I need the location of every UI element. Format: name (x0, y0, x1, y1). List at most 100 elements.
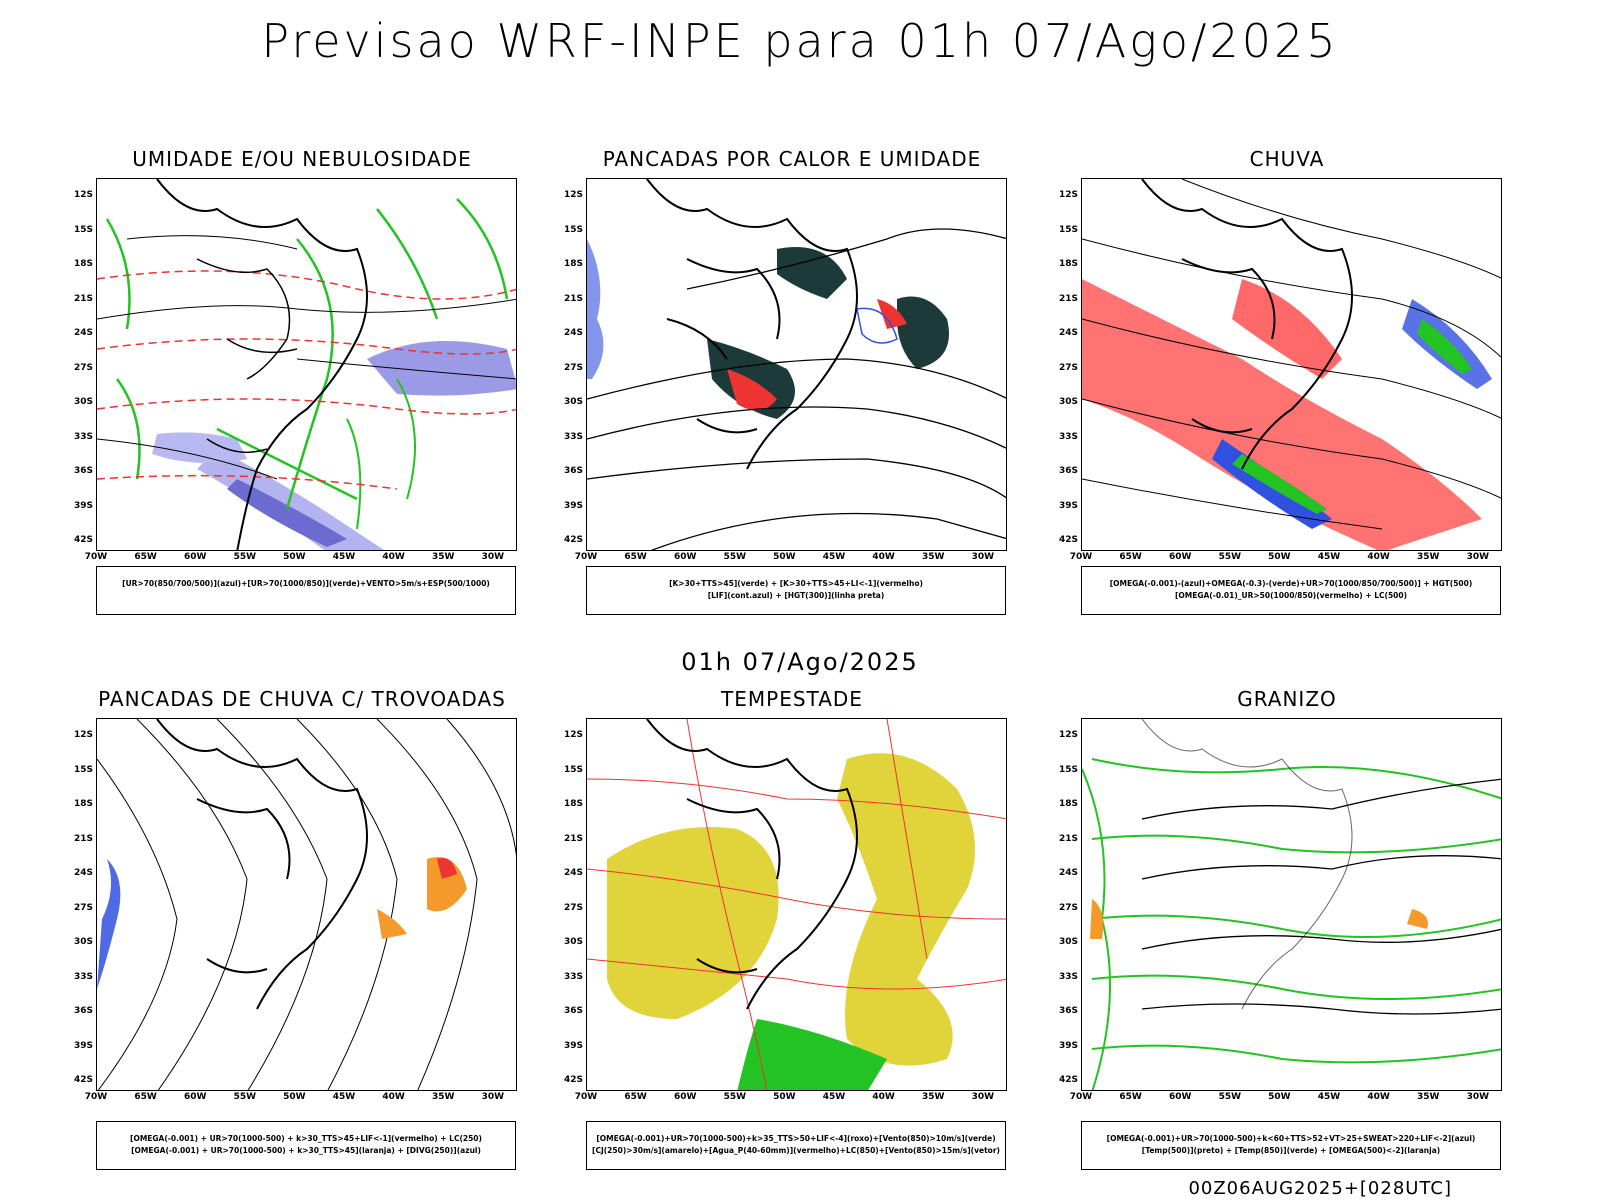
lat-tick-label: 39S (1058, 500, 1078, 511)
lat-tick-label: 12S (563, 730, 583, 740)
lon-tick-label: 30W (481, 552, 505, 562)
lat-tick-label: 36S (563, 466, 583, 476)
lat-tick-label: 36S (73, 466, 93, 476)
lon-tick-label: 40W (382, 1092, 405, 1102)
lon-tick-label: 55W (1218, 552, 1242, 562)
lon-tick-label: 45W (1317, 552, 1341, 562)
lat-tick-label: 30S (563, 397, 583, 407)
lon-tick-label: 60W (673, 1092, 697, 1102)
lat-tick-label: 42S (1058, 1075, 1078, 1085)
lat-tick-label: 15S (73, 224, 93, 235)
page-title: Previsao WRF-INPE para 01h 07/Ago/2025 (261, 14, 1339, 68)
panel-title-thunderstorms: PANCADAS DE CHUVA C/ TROVOADAS (98, 687, 506, 711)
lon-tick-label: 60W (673, 552, 697, 562)
lat-tick-label: 39S (563, 1040, 583, 1051)
lat-tick-label: 12S (563, 190, 583, 200)
lat-tick-label: 27S (73, 902, 93, 913)
lat-tick-label: 15S (563, 224, 583, 235)
lon-tick-label: 60W (183, 1092, 207, 1102)
lat-tick-label: 15S (73, 764, 93, 775)
mid-time: 01h 07/Ago/2025 (681, 648, 919, 676)
lat-tick-label: 30S (1058, 397, 1078, 407)
lat-tick-label: 30S (73, 397, 93, 407)
legend-line: [CJ(250)>30m/s](amarelo)+[Agua_P(40-60mm… (592, 1146, 1000, 1155)
lon-tick-label: 30W (1466, 1092, 1490, 1102)
lat-tick-label: 18S (563, 259, 583, 269)
legend-humidity: [UR>70(850/700/500)](azul)+[UR>70(1000/8… (96, 566, 516, 615)
lat-tick-label: 12S (1058, 730, 1078, 740)
lon-tick-label: 70W (1069, 1092, 1093, 1102)
lat-tick-label: 24S (1058, 328, 1078, 338)
legend-line: [UR>70(850/700/500)](azul)+[UR>70(1000/8… (122, 579, 490, 588)
lat-tick-label: 12S (1058, 190, 1078, 200)
lat-tick-label: 18S (1058, 259, 1078, 269)
legend-thunderstorms: [OMEGA(-0.001) + UR>70(1000-500) + k>30_… (96, 1121, 516, 1170)
map-thunderstorms (96, 718, 517, 1091)
lon-tick-label: 45W (332, 552, 356, 562)
lon-tick-label: 60W (183, 552, 207, 562)
lat-tick-label: 36S (1058, 466, 1078, 476)
lon-tick-label: 70W (574, 1092, 598, 1102)
lat-tick-label: 33S (73, 431, 93, 442)
panel-title-heat-showers: PANCADAS POR CALOR E UMIDADE (602, 147, 982, 171)
lat-tick-label: 12S (73, 730, 93, 740)
legend-line: [OMEGA(-0.001)+UR>70(1000-500)+k<60+TTS>… (1106, 1134, 1476, 1143)
lon-tick-label: 45W (822, 1092, 846, 1102)
lat-tick-label: 33S (563, 971, 583, 982)
map-hail-svg (1082, 719, 1501, 1090)
lon-tick-label: 55W (723, 1092, 747, 1102)
lat-tick-label: 33S (1058, 431, 1078, 442)
lat-tick-label: 27S (563, 902, 583, 913)
lon-tick-label: 70W (574, 552, 598, 562)
map-storm (586, 718, 1007, 1091)
lon-tick-label: 40W (1367, 552, 1390, 562)
legend-line: [K>30+TTS>45](verde) + [K>30+TTS>45+LI<-… (669, 579, 923, 588)
lon-tick-label: 45W (1317, 1092, 1341, 1102)
lon-tick-label: 45W (822, 552, 846, 562)
lat-tick-label: 18S (1058, 799, 1078, 809)
legend-line: [OMEGA(-0.001)-(azul)+OMEGA(-0.3)-(verde… (1109, 579, 1473, 588)
map-humidity (96, 178, 517, 551)
lon-tick-label: 55W (233, 1092, 257, 1102)
lon-tick-label: 70W (84, 1092, 108, 1102)
lon-tick-label: 35W (921, 1092, 945, 1102)
lat-tick-label: 24S (73, 868, 93, 878)
lat-tick-label: 24S (73, 328, 93, 338)
lat-tick-label: 33S (563, 431, 583, 442)
legend-storm: [OMEGA(-0.001)+UR>70(1000-500)+k>35_TTS>… (586, 1121, 1006, 1170)
legend-line: [OMEGA(-0.001) + UR>70(1000-500) + k>30_… (130, 1134, 482, 1143)
lat-tick-label: 15S (1058, 764, 1078, 775)
lon-tick-label: 70W (84, 552, 108, 562)
lat-tick-label: 42S (73, 1075, 93, 1085)
panel-title-rain: CHUVA (1249, 147, 1325, 171)
lon-tick-label: 40W (872, 1092, 895, 1102)
map-hail (1081, 718, 1502, 1091)
lat-tick-label: 21S (563, 293, 583, 304)
lon-tick-label: 55W (233, 552, 257, 562)
lat-tick-label: 39S (73, 500, 93, 511)
lon-tick-label: 70W (1069, 552, 1093, 562)
lon-tick-label: 50W (283, 552, 306, 562)
lon-tick-label: 50W (773, 552, 796, 562)
lat-tick-label: 18S (73, 799, 93, 809)
lon-tick-label: 65W (624, 1092, 647, 1102)
lat-tick-label: 27S (563, 362, 583, 373)
map-rain (1081, 178, 1502, 551)
lat-tick-label: 36S (563, 1006, 583, 1016)
lon-tick-label: 55W (1218, 1092, 1242, 1102)
lon-tick-label: 40W (872, 552, 895, 562)
panel-title-storm: TEMPESTADE (721, 687, 863, 711)
map-storm-svg (587, 719, 1006, 1090)
legend-hail: [OMEGA(-0.001)+UR>70(1000-500)+k<60+TTS>… (1081, 1121, 1501, 1170)
lat-tick-label: 21S (1058, 293, 1078, 304)
legend-rain: [OMEGA(-0.001)-(azul)+OMEGA(-0.3)-(verde… (1081, 566, 1501, 615)
legend-line: [LIF](cont.azul) + [HGT(300)](linha pret… (707, 591, 885, 600)
map-heat-showers-svg (587, 179, 1006, 550)
lon-tick-label: 30W (971, 552, 995, 562)
lat-tick-label: 21S (563, 833, 583, 844)
lat-tick-label: 27S (1058, 362, 1078, 373)
lat-tick-label: 30S (73, 937, 93, 947)
lon-tick-label: 55W (723, 552, 747, 562)
panel-title-humidity: UMIDADE E/OU NEBULOSIDADE (132, 147, 472, 171)
lat-tick-label: 42S (563, 1075, 583, 1085)
